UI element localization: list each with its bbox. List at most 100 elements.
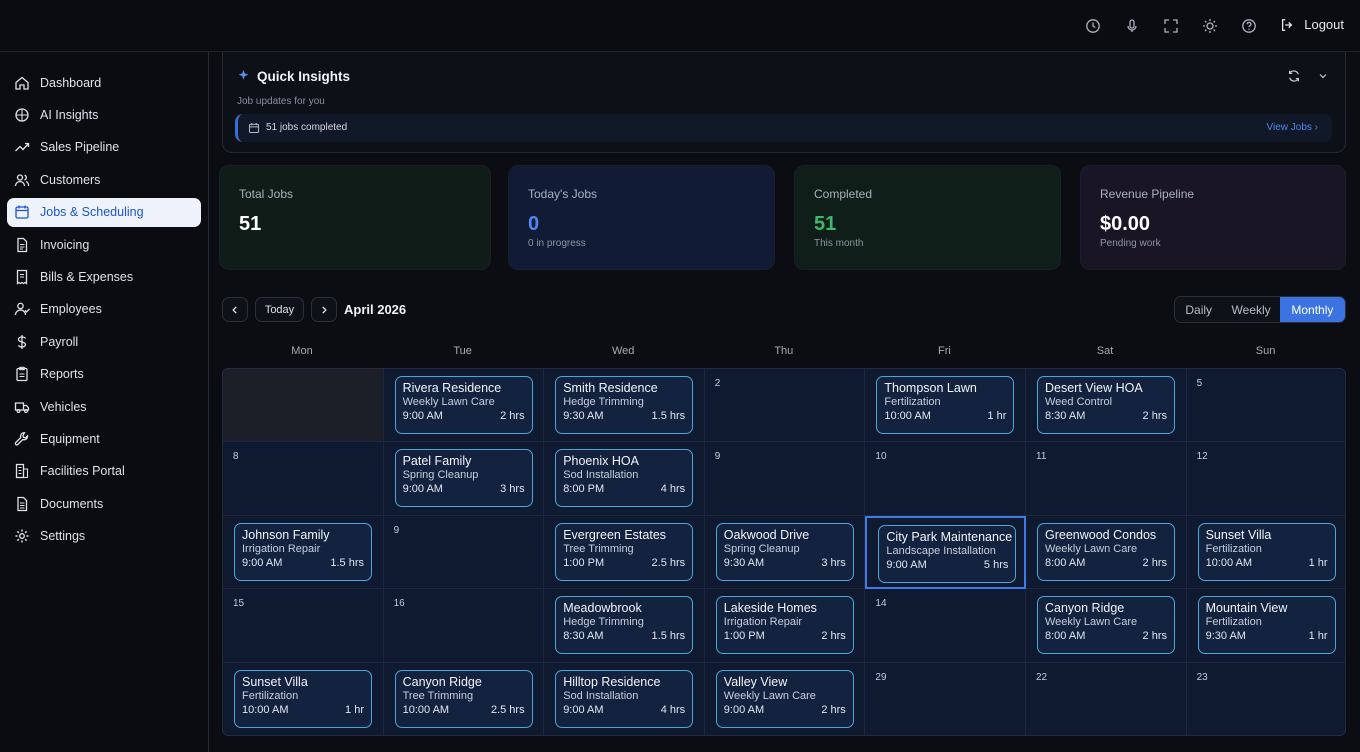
calendar-day-cell[interactable]: Desert View HOA Weed Control 8:30 AM 2 hrs bbox=[1026, 369, 1187, 443]
sidebar-item-documents[interactable]: Documents bbox=[7, 489, 201, 518]
calendar-day-cell[interactable]: Hilltop Residence Sod Installation 9:00 AM… bbox=[544, 662, 705, 735]
logout-button[interactable]: Logout bbox=[1280, 17, 1344, 32]
calendar-day-cell[interactable]: 10 bbox=[865, 442, 1026, 516]
job-duration: 3 hrs bbox=[821, 556, 846, 569]
job-card[interactable]: Rivera Residence Weekly Lawn Care 9:00 AM 2… bbox=[394, 376, 533, 434]
job-card[interactable]: Evergreen Estates Tree Trimming 1:00 PM 2.5… bbox=[555, 522, 694, 581]
sidebar-item-ai-insights[interactable]: AI Insights bbox=[7, 100, 201, 129]
brain-icon bbox=[15, 108, 29, 122]
next-month-button[interactable] bbox=[311, 297, 337, 322]
day-number: 23 bbox=[1196, 671, 1208, 683]
sidebar-item-settings[interactable]: Settings bbox=[7, 522, 201, 551]
view-weekly-button[interactable]: Weekly bbox=[1231, 302, 1271, 317]
calendar-day-cell[interactable]: 11 bbox=[1026, 442, 1187, 516]
job-card[interactable]: Sunset Villa Fertilization 10:00 AM 1 hr bbox=[1197, 522, 1336, 581]
view-jobs-link[interactable]: View Jobs › bbox=[1266, 122, 1318, 133]
job-card[interactable]: Desert View HOA Weed Control 8:30 AM 2 hrs bbox=[1037, 376, 1175, 434]
job-card[interactable]: Greenwood Condos Weekly Lawn Care 8:00 AM 2… bbox=[1037, 522, 1175, 581]
calendar-day-cell[interactable]: Patel Family Spring Cleanup 9:00 AM 3 hrs bbox=[383, 442, 545, 516]
weekday-header: Tue bbox=[453, 345, 472, 357]
day-number: 8 bbox=[233, 451, 239, 463]
calendar-day-cell[interactable]: Oakwood Drive Spring Cleanup 9:30 AM 3 hrs bbox=[704, 515, 866, 590]
microphone-icon[interactable] bbox=[1124, 18, 1140, 34]
clock-icon[interactable] bbox=[1085, 18, 1101, 34]
calendar-day-cell[interactable]: Canyon Ridge Tree Trimming 10:00 AM 2.5 hrs bbox=[383, 662, 545, 735]
calendar-day-cell[interactable] bbox=[223, 369, 384, 443]
fullscreen-icon[interactable] bbox=[1163, 18, 1179, 34]
job-card[interactable]: Smith Residence Hedge Trimming 9:30 AM 1.5 … bbox=[555, 376, 694, 434]
job-card[interactable]: Patel Family Spring Cleanup 9:00 AM 3 hrs bbox=[394, 449, 533, 508]
job-card[interactable]: Lakeside Homes Irrigation Repair 1:00 PM 2 … bbox=[715, 596, 854, 655]
job-card[interactable]: Valley View Weekly Lawn Care 9:00 AM 2 hrs bbox=[715, 669, 854, 728]
sidebar-item-bills-expenses[interactable]: Bills & Expenses bbox=[7, 262, 201, 291]
job-card[interactable]: Oakwood Drive Spring Cleanup 9:30 AM 3 hrs bbox=[715, 522, 854, 581]
refresh-icon[interactable] bbox=[1287, 69, 1301, 83]
calendar-day-cell[interactable]: Canyon Ridge Weekly Lawn Care 8:00 AM 2 hrs bbox=[1026, 589, 1187, 663]
calendar-day-cell[interactable]: 8 bbox=[223, 442, 384, 516]
prev-month-button[interactable] bbox=[222, 297, 248, 322]
sun-icon[interactable] bbox=[1202, 18, 1218, 34]
job-card[interactable]: Johnson Family Irrigation Repair 9:00 AM 1.… bbox=[234, 522, 372, 581]
calendar-day-cell[interactable]: Thompson Lawn Fertilization 10:00 AM 1 hr bbox=[865, 369, 1026, 443]
sidebar-item-label: Vehicles bbox=[40, 399, 87, 414]
calendar-day-cell[interactable]: 9 bbox=[383, 515, 545, 590]
calendar-day-cell[interactable]: Rivera Residence Weekly Lawn Care 9:00 AM 2… bbox=[383, 369, 545, 443]
job-customer: Desert View HOA bbox=[1045, 381, 1143, 395]
calendar-day-cell[interactable]: 5 bbox=[1186, 369, 1345, 443]
calendar-day-cell[interactable]: 9 bbox=[704, 442, 866, 516]
chevron-down-icon[interactable] bbox=[1317, 70, 1329, 82]
calendar-day-cell[interactable]: 14 bbox=[865, 589, 1026, 663]
job-card[interactable]: Mountain View Fertilization 9:30 AM 1 hr bbox=[1197, 596, 1336, 655]
sidebar-item-vehicles[interactable]: Vehicles bbox=[7, 392, 201, 421]
calendar-day-cell[interactable]: Greenwood Condos Weekly Lawn Care 8:00 AM 2… bbox=[1026, 515, 1187, 590]
stat-label: Today's Jobs bbox=[528, 187, 597, 201]
job-card[interactable]: Sunset Villa Fertilization 10:00 AM 1 hr bbox=[234, 669, 372, 728]
calendar-day-cell[interactable]: Smith Residence Hedge Trimming 9:30 AM 1.5 … bbox=[544, 369, 705, 443]
insights-title: Quick Insights bbox=[257, 69, 351, 84]
calendar-day-cell[interactable]: 22 bbox=[1026, 662, 1187, 735]
view-daily-button[interactable]: Daily bbox=[1185, 302, 1213, 317]
calendar-day-cell[interactable]: Evergreen Estates Tree Trimming 1:00 PM 2.5… bbox=[544, 515, 705, 590]
sidebar-item-facilities-portal[interactable]: Facilities Portal bbox=[7, 457, 201, 486]
calendar-day-cell[interactable]: Lakeside Homes Irrigation Repair 1:00 PM 2 … bbox=[704, 589, 866, 663]
calendar-day-cell[interactable]: Meadowbrook Hedge Trimming 8:30 AM 1.5 hrs bbox=[544, 589, 705, 663]
sidebar-item-reports[interactable]: Reports bbox=[7, 360, 201, 389]
today-button[interactable]: Today bbox=[255, 297, 304, 322]
job-card[interactable]: Thompson Lawn Fertilization 10:00 AM 1 hr bbox=[876, 376, 1015, 434]
job-time: 10:00 AM bbox=[242, 703, 289, 716]
calendar-day-cell[interactable]: Sunset Villa Fertilization 10:00 AM 1 hr bbox=[223, 662, 384, 735]
calendar-day-cell[interactable]: Valley View Weekly Lawn Care 9:00 AM 2 hrs bbox=[704, 662, 866, 735]
calendar-day-cell[interactable]: 23 bbox=[1186, 663, 1345, 735]
sidebar-item-customers[interactable]: Customers bbox=[7, 165, 201, 194]
insight-row[interactable]: 51 jobs completed View Jobs › bbox=[235, 114, 1332, 142]
sidebar-item-sales-pipeline[interactable]: Sales Pipeline bbox=[7, 133, 201, 162]
user-check-icon bbox=[14, 302, 30, 316]
sidebar-item-dashboard[interactable]: Dashboard bbox=[7, 68, 201, 97]
calendar-day-cell[interactable]: 2 bbox=[704, 369, 866, 443]
job-card[interactable]: Canyon Ridge Tree Trimming 10:00 AM 2.5 hrs bbox=[394, 669, 533, 728]
calendar-day-cell[interactable]: 29 bbox=[865, 662, 1026, 735]
job-card[interactable]: City Park Maintenance Landscape Installat… bbox=[878, 524, 1017, 583]
calendar-day-cell[interactable]: Sunset Villa Fertilization 10:00 AM 1 hr bbox=[1186, 516, 1345, 590]
calendar-day-cell[interactable]: 16 bbox=[383, 589, 545, 663]
calendar-day-cell[interactable]: Mountain View Fertilization 9:30 AM 1 hr bbox=[1186, 589, 1345, 663]
job-card[interactable]: Meadowbrook Hedge Trimming 8:30 AM 1.5 hrs bbox=[555, 596, 694, 655]
calendar-day-cell[interactable]: 12 bbox=[1186, 442, 1345, 516]
weekday-header: Thu bbox=[774, 345, 794, 357]
job-card[interactable]: Phoenix HOA Sod Installation 8:00 PM 4 hrs bbox=[555, 449, 694, 508]
calendar-day-cell[interactable]: City Park Maintenance Landscape Installat… bbox=[865, 515, 1026, 590]
stat-label: Revenue Pipeline bbox=[1100, 187, 1195, 201]
calendar-day-cell[interactable]: Phoenix HOA Sod Installation 8:00 PM 4 hrs bbox=[544, 442, 705, 516]
sidebar-item-invoicing[interactable]: Invoicing bbox=[7, 230, 201, 259]
job-card[interactable]: Canyon Ridge Weekly Lawn Care 8:00 AM 2 hrs bbox=[1037, 596, 1175, 655]
job-card[interactable]: Hilltop Residence Sod Installation 9:00 AM… bbox=[555, 669, 694, 728]
calendar-day-cell[interactable]: Johnson Family Irrigation Repair 9:00 AM 1.… bbox=[223, 515, 384, 590]
view-monthly-button[interactable]: Monthly bbox=[1279, 297, 1345, 322]
sidebar-item-payroll[interactable]: Payroll bbox=[7, 327, 201, 356]
help-icon[interactable] bbox=[1241, 18, 1257, 34]
sidebar-item-employees[interactable]: Employees bbox=[7, 295, 201, 324]
sidebar-item-equipment[interactable]: Equipment bbox=[7, 424, 201, 453]
sidebar-item-jobs-scheduling[interactable]: Jobs & Scheduling bbox=[7, 197, 201, 227]
calendar-day-cell[interactable]: 15 bbox=[223, 589, 384, 663]
job-customer: Patel Family bbox=[402, 454, 472, 469]
